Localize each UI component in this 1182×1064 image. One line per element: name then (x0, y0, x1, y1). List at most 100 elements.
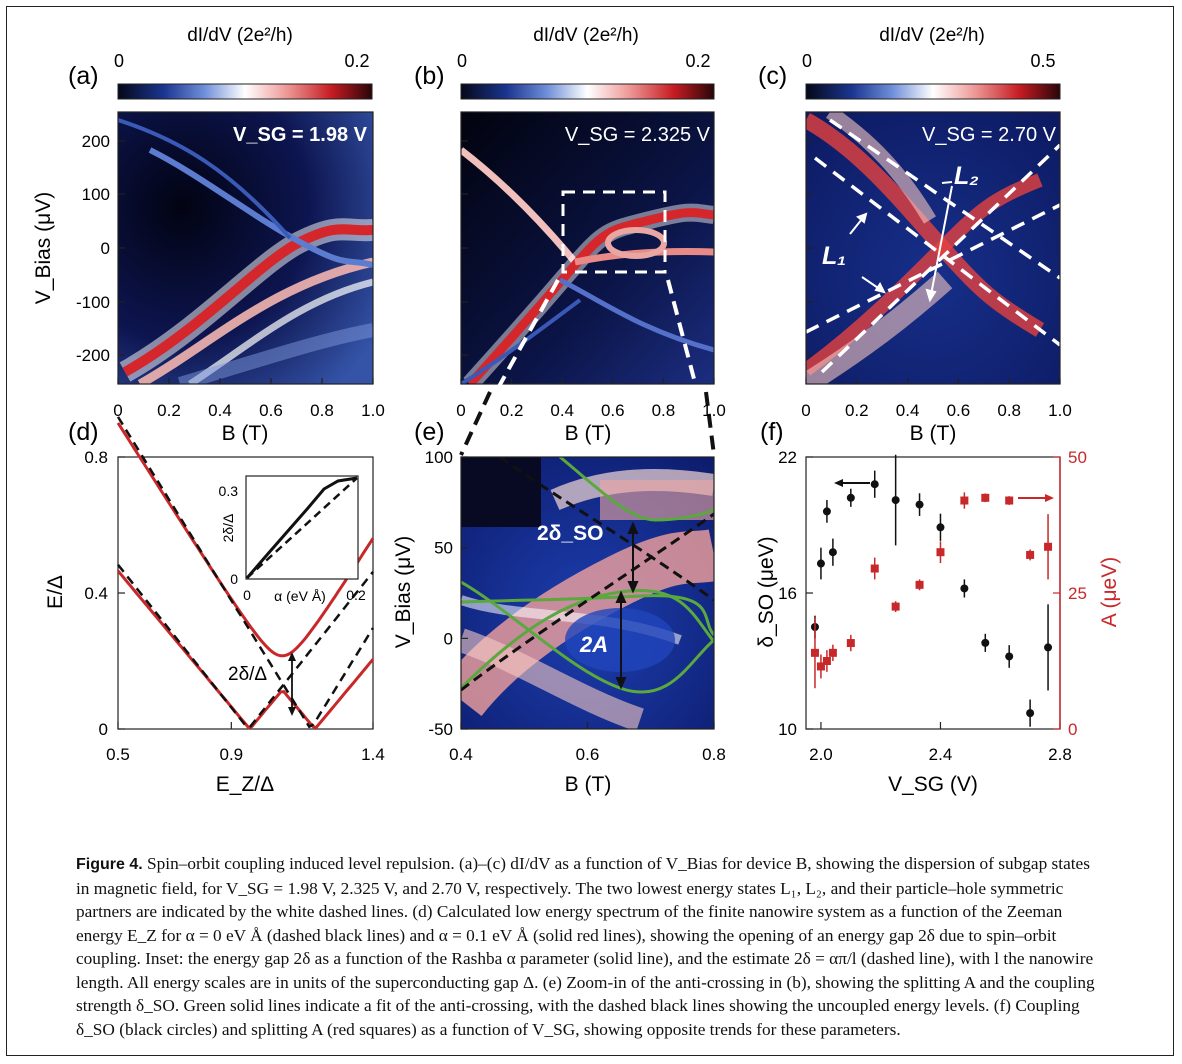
point-delta-so (981, 638, 990, 647)
xlabel-a: B (T) (222, 422, 269, 445)
point-a (846, 639, 855, 648)
xtick-label: 0.8 (702, 745, 726, 764)
xtick-label: 0.6 (947, 401, 971, 420)
colorbar-min: 0 (114, 51, 124, 71)
level-label-l2: L₂ (954, 162, 979, 190)
colorbar-label: dI/dV (2e²/h) (879, 25, 985, 46)
ytick-label: 200 (82, 132, 110, 151)
ytick-label: -200 (76, 346, 110, 365)
xtick-label: 0.6 (576, 745, 600, 764)
xtick-label: 0.4 (896, 401, 920, 420)
zoom-box (561, 190, 667, 274)
point-delta-so (1026, 709, 1035, 718)
ylabel-f-left: δ_SO (μeV) (755, 536, 778, 647)
point-a (981, 493, 990, 502)
panel-label-d: (d) (68, 418, 99, 446)
caption-text: Spin–orbit coupling induced level repuls… (76, 854, 1095, 1039)
point-a (915, 580, 924, 589)
xlabel-c: B (T) (910, 422, 957, 445)
colorbar-label: dI/dV (2e²/h) (187, 25, 293, 46)
ytick-label: -100 (76, 293, 110, 312)
colorbar-c: dI/dV (2e²/h) 0 0.5 (802, 25, 1061, 100)
ylabel-f-right: A (μeV) (1098, 557, 1121, 627)
vsg-label-b: V_SG = 2.325 V (565, 124, 711, 146)
ytick-label: 0 (99, 720, 108, 739)
ytick-label-right: 25 (1068, 584, 1087, 603)
panel-label-e: (e) (414, 418, 445, 446)
point-delta-so (915, 500, 924, 509)
ytick-label-left: 16 (778, 584, 797, 603)
xtick-label: 1.0 (361, 401, 385, 420)
point-delta-so (828, 548, 837, 557)
figure-4: dI/dV (2e²/h) 0 0.2 dI/dV (2e²/h) 0 0.2 … (32, 25, 1121, 796)
axes-top-row: 200 100 0 -100 -200 0 0.2 0.4 0.6 0.8 1.0 0 0.2 0.4 0… (76, 132, 1072, 420)
panel-label-a: (a) (68, 62, 99, 90)
ytick-label: -50 (428, 720, 453, 739)
fit-lines-e (461, 457, 714, 694)
plot-d: 2δ/Δ 0.3 0 0 0.2 α (eV Å) 2δ/Δ E/Δ E_Z/Δ… (44, 416, 385, 796)
level-lines-c (806, 118, 1060, 374)
point-a (1026, 550, 1035, 559)
vsg-label-a: V_SG = 1.98 V (233, 124, 368, 146)
ytick-label: 50 (434, 539, 453, 558)
xtick-label: 0.8 (310, 401, 334, 420)
arrows-e (615, 521, 639, 690)
heatmap-b (461, 112, 714, 384)
xtick-label: 0.9 (220, 745, 244, 764)
inset-xlabel: α (eV Å) (274, 588, 326, 604)
point-a (816, 662, 825, 671)
xtick-label: 1.0 (1048, 401, 1072, 420)
point-a (822, 657, 831, 665)
colorbar-max: 0.5 (1030, 51, 1055, 71)
point-a (1044, 542, 1053, 551)
point-a (870, 564, 879, 573)
point-delta-so (816, 559, 825, 568)
point-a (810, 648, 819, 657)
colorbar-a: dI/dV (2e²/h) 0 0.2 (114, 25, 373, 100)
gap-label-d: 2δ/Δ (228, 664, 267, 685)
heatmap-e (461, 457, 714, 729)
ytick-label: 100 (425, 448, 453, 467)
xtick-label: 0.4 (449, 745, 473, 764)
colorbar-min: 0 (457, 51, 467, 71)
colorbar-label: dI/dV (2e²/h) (533, 25, 639, 46)
xtick-label: 0.2 (500, 401, 524, 420)
ylabel-a: V_Bias (μV) (32, 192, 55, 304)
xtick-label: 0 (456, 401, 465, 420)
point-delta-so (891, 496, 900, 505)
ytick-label: 0 (444, 629, 453, 648)
caption-label: Figure 4. (76, 856, 143, 873)
panel-label-b: (b) (414, 62, 445, 90)
ytick-label: 0.4 (84, 584, 108, 603)
xtick-label: 0.8 (997, 401, 1021, 420)
heatmap-a (118, 112, 373, 384)
xlabel-e: B (T) (565, 773, 612, 796)
ytick-label-left: 10 (778, 720, 797, 739)
xtick-label: 0.4 (550, 401, 574, 420)
xlabel-b: B (T) (565, 422, 612, 445)
xlabel-d: E_Z/Δ (216, 773, 274, 796)
xtick-label: 0.2 (157, 401, 181, 420)
xtick-label: 0.2 (845, 401, 869, 420)
curve-dashed-lower (117, 564, 374, 729)
figure-caption: Figure 4. Spin–orbit coupling induced le… (76, 852, 1106, 1041)
curve-dashed-upper (116, 416, 375, 729)
point-delta-so (822, 507, 831, 516)
colorbar-max: 0.2 (685, 51, 710, 71)
inset-ylabel: 2δ/Δ (220, 514, 236, 543)
level-arrows-c (736, 167, 953, 303)
ytick-label-left: 22 (778, 448, 797, 467)
colorbar-b: dI/dV (2e²/h) 0 0.2 (457, 25, 715, 100)
xtick-label: 1.4 (361, 745, 385, 764)
inset-xtick: 0 (243, 587, 251, 603)
point-delta-so (870, 480, 879, 489)
xtick-label: 2.0 (809, 745, 833, 764)
xtick-label: 0 (801, 401, 810, 420)
zoom-connector-left (459, 279, 560, 456)
xtick-label: 0.4 (208, 401, 232, 420)
ytick-label: 0 (101, 239, 110, 258)
series-arrows-f (834, 479, 1054, 502)
xlabel-f: V_SG (V) (888, 773, 978, 796)
inset-xtick: 0.2 (346, 587, 366, 603)
